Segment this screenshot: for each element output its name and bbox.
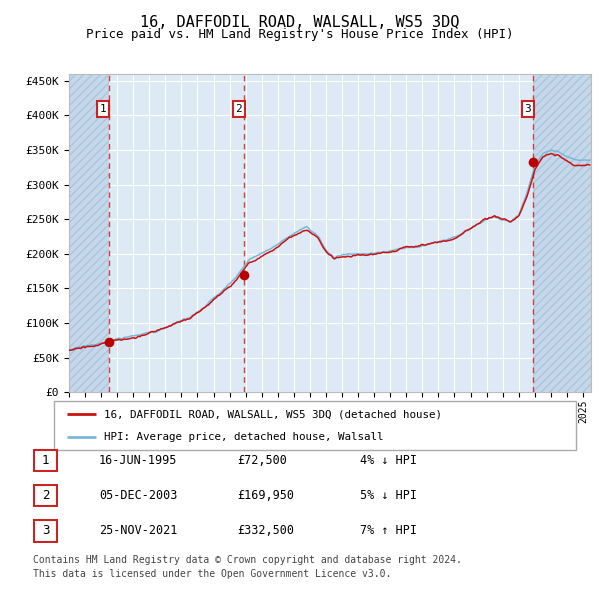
Text: 5% ↓ HPI: 5% ↓ HPI [360, 489, 417, 502]
Text: 2: 2 [236, 104, 242, 114]
Text: 3: 3 [42, 525, 49, 537]
Text: 16, DAFFODIL ROAD, WALSALL, WS5 3DQ: 16, DAFFODIL ROAD, WALSALL, WS5 3DQ [140, 15, 460, 30]
Text: Contains HM Land Registry data © Crown copyright and database right 2024.: Contains HM Land Registry data © Crown c… [33, 555, 462, 565]
Text: Price paid vs. HM Land Registry's House Price Index (HPI): Price paid vs. HM Land Registry's House … [86, 28, 514, 41]
Text: 3: 3 [524, 104, 531, 114]
Text: 1: 1 [42, 454, 49, 467]
Text: 16-JUN-1995: 16-JUN-1995 [99, 454, 178, 467]
Text: 25-NOV-2021: 25-NOV-2021 [99, 525, 178, 537]
Text: £72,500: £72,500 [237, 454, 287, 467]
Text: £169,950: £169,950 [237, 489, 294, 502]
Text: 7% ↑ HPI: 7% ↑ HPI [360, 525, 417, 537]
Text: 1: 1 [100, 104, 106, 114]
Bar [533, 74, 591, 392]
Bar [69, 74, 109, 392]
Text: 05-DEC-2003: 05-DEC-2003 [99, 489, 178, 502]
Text: 16, DAFFODIL ROAD, WALSALL, WS5 3DQ (detached house): 16, DAFFODIL ROAD, WALSALL, WS5 3DQ (det… [104, 409, 442, 419]
Text: 4% ↓ HPI: 4% ↓ HPI [360, 454, 417, 467]
Text: 2: 2 [42, 489, 49, 502]
Text: £332,500: £332,500 [237, 525, 294, 537]
Text: This data is licensed under the Open Government Licence v3.0.: This data is licensed under the Open Gov… [33, 569, 391, 579]
Text: HPI: Average price, detached house, Walsall: HPI: Average price, detached house, Wals… [104, 431, 383, 441]
